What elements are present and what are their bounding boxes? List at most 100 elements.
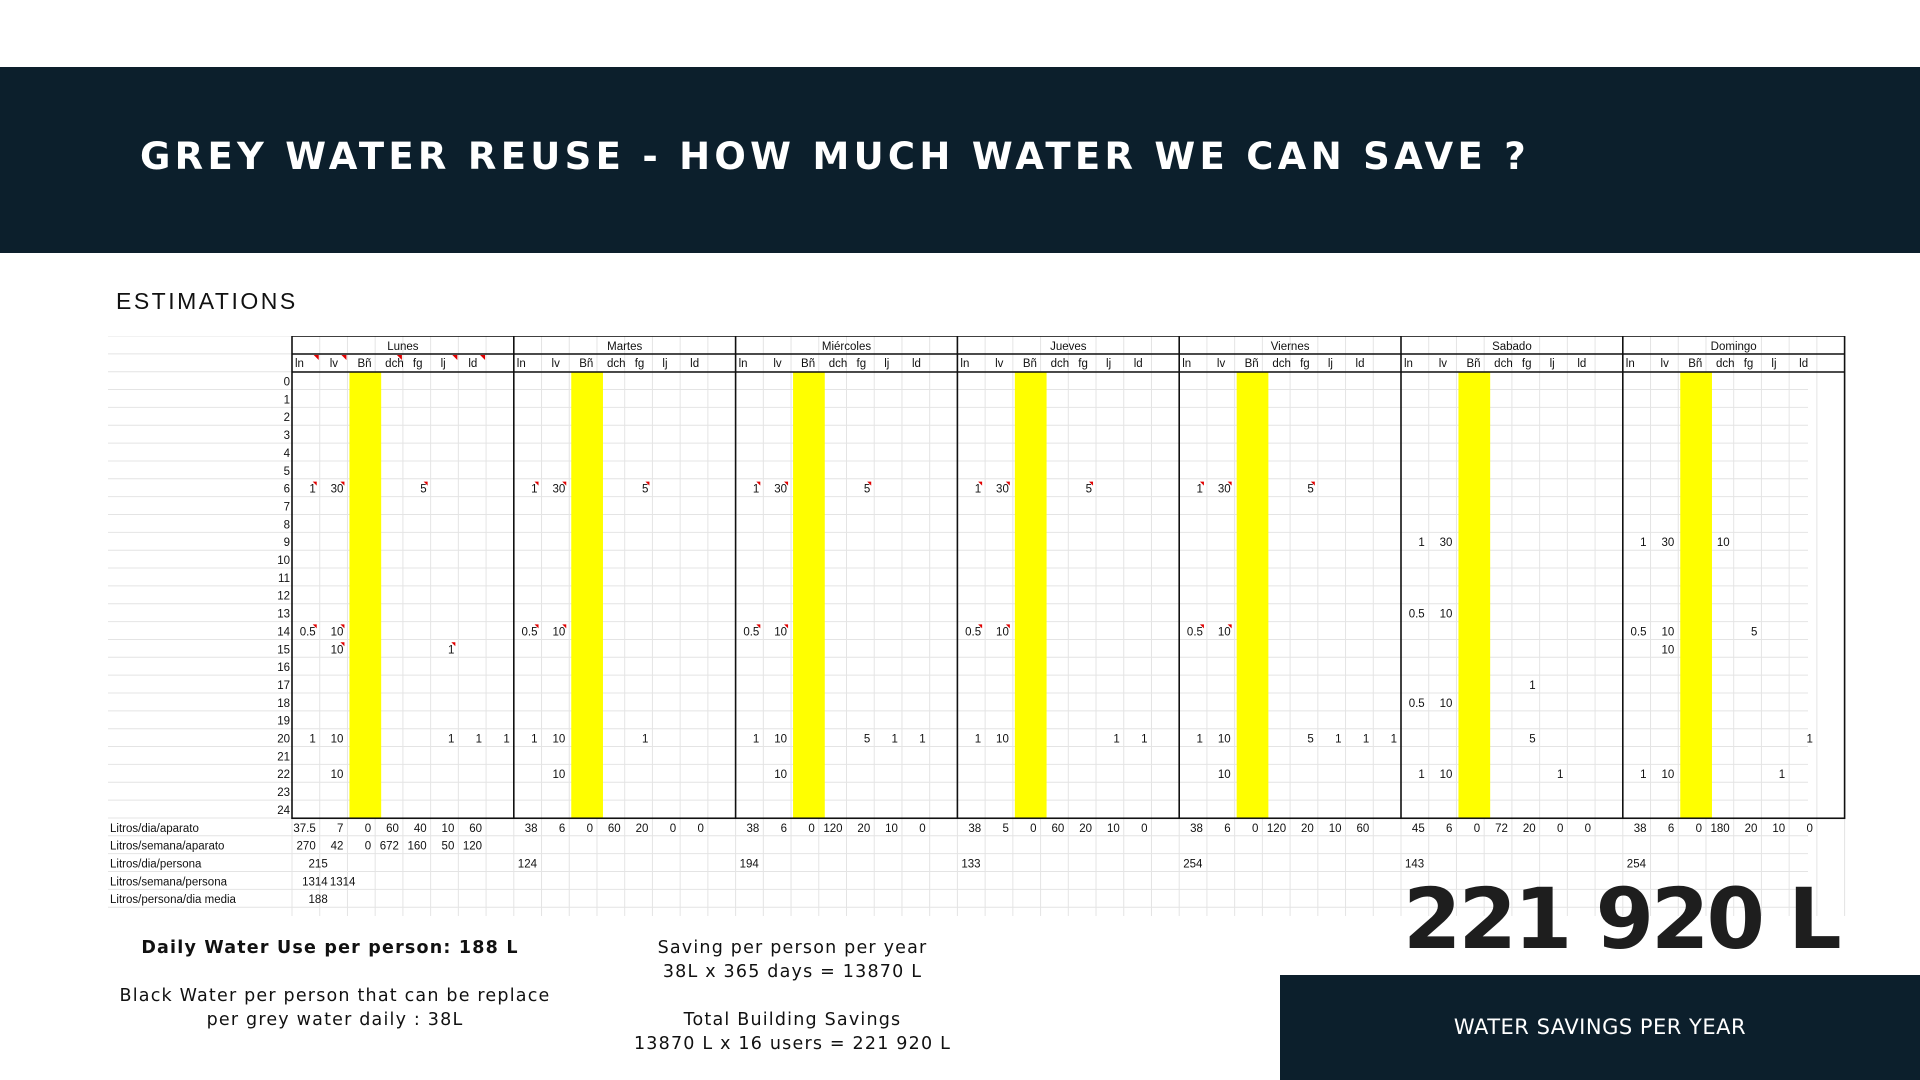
hour-label: 17 bbox=[277, 680, 290, 692]
cell-value: 10 bbox=[331, 626, 344, 638]
summary-value: 270 bbox=[297, 841, 316, 853]
cell-value: 1 bbox=[448, 734, 454, 746]
summary-value: 6 bbox=[559, 823, 565, 835]
cell-value: 5 bbox=[864, 734, 870, 746]
cell-value: 30 bbox=[1440, 537, 1453, 549]
comment-marker bbox=[978, 481, 983, 486]
appliance-header: lv bbox=[1439, 358, 1448, 370]
comment-marker bbox=[423, 481, 428, 486]
cell-value: 1 bbox=[503, 734, 509, 746]
appliance-header: Bñ bbox=[579, 358, 593, 370]
summary-value: 0 bbox=[1696, 823, 1702, 835]
summary-value: 60 bbox=[608, 823, 621, 835]
cell-value: 1 bbox=[1197, 734, 1203, 746]
hour-label: 23 bbox=[277, 787, 290, 799]
summary-value: 38 bbox=[968, 823, 981, 835]
comment-marker bbox=[1199, 481, 1204, 486]
appliance-header: lv bbox=[1217, 358, 1226, 370]
comment-marker bbox=[1005, 624, 1010, 629]
appliance-header: Bñ bbox=[1245, 358, 1259, 370]
summary-value: 120 bbox=[463, 841, 482, 853]
hour-label: 7 bbox=[284, 501, 290, 513]
appliance-header: lj bbox=[662, 358, 667, 370]
summary-value: 60 bbox=[1356, 823, 1369, 835]
cell-value: 1 bbox=[1529, 680, 1535, 692]
hour-label: 3 bbox=[284, 430, 290, 442]
summary-value: 0 bbox=[365, 823, 371, 835]
appliance-header: lv bbox=[552, 358, 561, 370]
appliance-header: ld bbox=[1577, 358, 1586, 370]
appliance-header: ln bbox=[295, 358, 304, 370]
summary-value: 7 bbox=[337, 823, 343, 835]
bath-column-highlight bbox=[571, 372, 603, 819]
title-banner bbox=[0, 67, 1920, 253]
summary-value: 180 bbox=[1711, 823, 1730, 835]
appliance-header: dch bbox=[1716, 358, 1735, 370]
cell-value: 10 bbox=[552, 734, 565, 746]
comment-marker bbox=[784, 624, 789, 629]
appliance-header: Bñ bbox=[357, 358, 371, 370]
comment-marker bbox=[396, 355, 402, 360]
hour-label: 18 bbox=[277, 698, 290, 710]
comment-marker bbox=[340, 624, 345, 629]
summary-value: 0 bbox=[1474, 823, 1480, 835]
summary-value: 20 bbox=[1079, 823, 1092, 835]
bath-column-highlight bbox=[1458, 372, 1491, 819]
cell-value: 0.5 bbox=[965, 626, 981, 638]
summary-value: 0 bbox=[808, 823, 814, 835]
cell-value: 10 bbox=[1218, 769, 1231, 781]
summary-value: 160 bbox=[407, 841, 426, 853]
summary-value: 0 bbox=[1141, 823, 1147, 835]
appliance-header: lv bbox=[773, 358, 782, 370]
cell-value: 1 bbox=[1557, 769, 1563, 781]
summary-value: 45 bbox=[1412, 823, 1425, 835]
cell-value: 1 bbox=[448, 644, 454, 656]
comment-marker bbox=[452, 355, 458, 360]
hour-label: 11 bbox=[278, 573, 290, 585]
cell-value: 30 bbox=[1661, 537, 1674, 549]
cell-value: 1 bbox=[975, 734, 981, 746]
cell-value: 10 bbox=[1440, 698, 1453, 710]
comment-marker bbox=[756, 481, 761, 486]
cell-value: 1 bbox=[975, 484, 981, 496]
summary-value: 38 bbox=[525, 823, 538, 835]
page-title: GREY WATER REUSE - HOW MUCH WATER WE CAN… bbox=[140, 135, 1530, 178]
appliance-header: fg bbox=[635, 358, 645, 370]
bath-column-highlight bbox=[349, 372, 382, 819]
hour-label: 0 bbox=[284, 377, 290, 389]
summary-value: 0 bbox=[1030, 823, 1036, 835]
comment-marker bbox=[480, 355, 486, 360]
day-header-0: Lunes bbox=[387, 341, 419, 353]
cell-value: 1 bbox=[753, 734, 759, 746]
hour-label: 16 bbox=[277, 662, 290, 674]
day-header-6: Domingo bbox=[1711, 341, 1757, 353]
appliance-header: ld bbox=[1134, 358, 1143, 370]
comment-marker bbox=[562, 624, 567, 629]
hour-label: 21 bbox=[277, 751, 290, 763]
summary-row-label: Litros/semana/persona bbox=[110, 876, 228, 888]
day-header-4: Viernes bbox=[1271, 341, 1310, 353]
daily-use-note: Daily Water Use per person: 188 L bbox=[141, 938, 519, 958]
cell-value: 10 bbox=[1440, 609, 1453, 621]
summary-value: 42 bbox=[331, 841, 344, 853]
cell-value: 1 bbox=[919, 734, 925, 746]
cell-value: 1 bbox=[1363, 734, 1369, 746]
summary-value: 194 bbox=[740, 858, 760, 870]
summary-value: 10 bbox=[1329, 823, 1342, 835]
cell-value: 10 bbox=[1218, 626, 1231, 638]
appliance-header: Bñ bbox=[1023, 358, 1037, 370]
appliance-header: lv bbox=[330, 358, 339, 370]
summary-value: 40 bbox=[414, 823, 427, 835]
hour-label: 6 bbox=[284, 484, 290, 496]
cell-value: 10 bbox=[552, 626, 565, 638]
section-label: ESTIMATIONS bbox=[116, 288, 298, 314]
table-border bbox=[291, 335, 1846, 820]
hour-label: 15 bbox=[277, 644, 290, 656]
cell-value: 1 bbox=[1806, 734, 1812, 746]
summary-value: 6 bbox=[1668, 823, 1674, 835]
cell-value: 1 bbox=[1640, 769, 1646, 781]
comment-marker bbox=[784, 481, 789, 486]
summary-row-label: Litros/dia/aparato bbox=[110, 823, 199, 835]
summary-value: 133 bbox=[961, 858, 980, 870]
summary-value: 143 bbox=[1405, 858, 1424, 870]
